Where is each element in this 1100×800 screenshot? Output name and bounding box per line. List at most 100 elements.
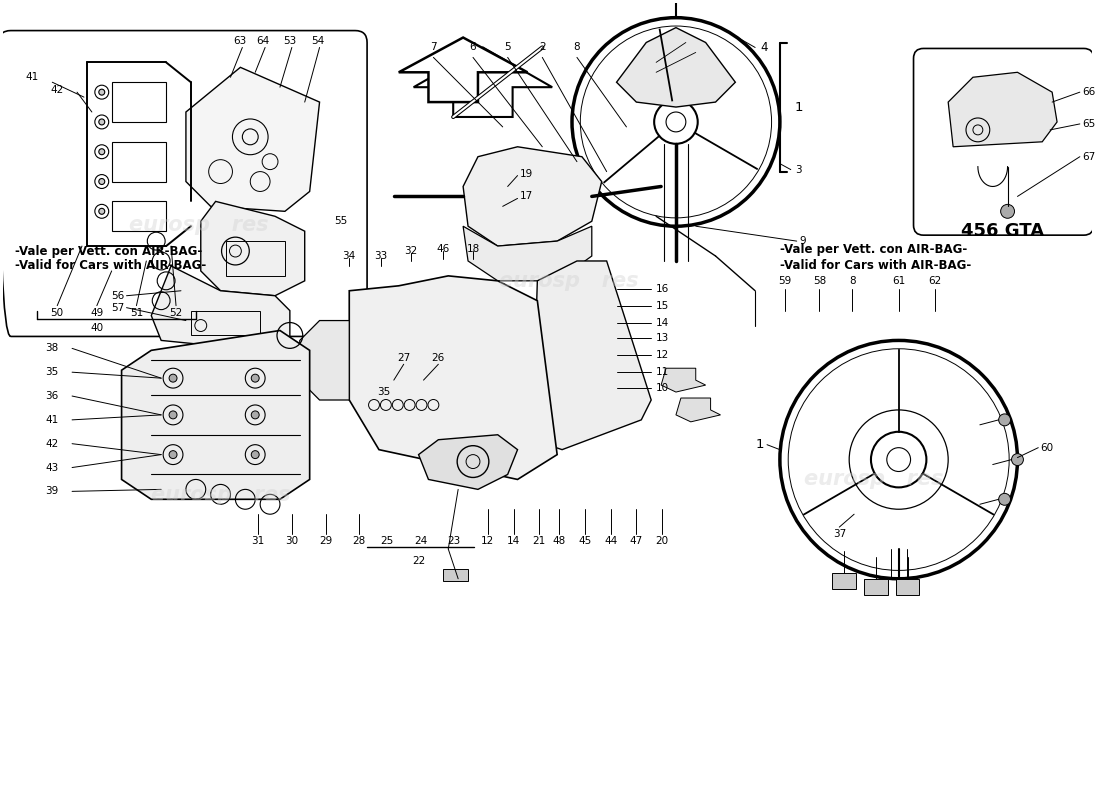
Polygon shape [152,266,290,350]
Text: 27: 27 [397,354,410,363]
Polygon shape [414,47,552,117]
Text: 60: 60 [1041,442,1054,453]
Text: 4: 4 [760,41,768,54]
Circle shape [1012,454,1023,466]
Polygon shape [201,202,305,296]
Circle shape [251,411,260,419]
Polygon shape [463,226,592,281]
Circle shape [99,178,104,185]
Bar [226,241,285,276]
Bar [833,573,856,589]
Text: 54: 54 [311,35,324,46]
Circle shape [99,208,104,214]
Polygon shape [419,434,518,490]
Text: 17: 17 [519,191,532,202]
Text: 3: 3 [794,165,802,174]
Text: 9: 9 [800,236,806,246]
Text: 16: 16 [656,284,670,294]
Text: 42: 42 [46,438,59,449]
Text: 20: 20 [656,536,669,546]
Text: 13: 13 [656,334,670,343]
Text: 55: 55 [334,216,348,226]
Polygon shape [661,368,705,392]
Text: 30: 30 [285,536,298,546]
Text: 44: 44 [604,536,617,546]
Text: 67: 67 [1081,152,1096,162]
Polygon shape [948,72,1057,146]
Polygon shape [350,276,557,479]
Text: 1: 1 [794,101,803,114]
Text: 41: 41 [26,72,40,82]
Polygon shape [300,321,350,400]
Bar [895,578,920,594]
Polygon shape [675,398,720,422]
Polygon shape [186,67,320,211]
Text: -Vale per Vett. con AIR-BAG-: -Vale per Vett. con AIR-BAG- [14,245,202,258]
Text: eurosp   res: eurosp res [499,271,639,291]
Bar [112,142,166,182]
Text: 50: 50 [51,308,64,318]
Text: 19: 19 [519,169,532,178]
Text: 14: 14 [507,536,520,546]
Bar [443,569,469,581]
Circle shape [169,450,177,458]
Bar [864,578,888,594]
Text: 43: 43 [46,462,59,473]
Text: 32: 32 [404,246,417,256]
Text: -Valid for Cars with AIR-BAG-: -Valid for Cars with AIR-BAG- [14,259,206,273]
Text: eurosp   res: eurosp res [129,215,268,235]
Text: 18: 18 [466,244,480,254]
Text: 29: 29 [319,536,332,546]
Circle shape [1001,204,1014,218]
Text: eurosp   res: eurosp res [151,486,290,506]
Text: -Vale per Vett. con AIR-BAG-: -Vale per Vett. con AIR-BAG- [780,242,967,255]
Text: 45: 45 [579,536,592,546]
Text: 10: 10 [656,383,669,393]
Circle shape [169,411,177,419]
Text: 66: 66 [1081,87,1096,97]
Text: 61: 61 [892,276,905,286]
Text: 59: 59 [778,276,792,286]
Text: 47: 47 [629,536,644,546]
Text: 64: 64 [256,35,270,46]
Text: 56: 56 [112,290,125,301]
Circle shape [169,374,177,382]
Text: 8: 8 [849,276,856,286]
Text: 49: 49 [90,308,103,318]
Text: 35: 35 [377,387,390,397]
Text: 48: 48 [552,536,565,546]
Polygon shape [463,146,602,246]
Circle shape [999,494,1011,506]
Text: 42: 42 [51,85,64,95]
Text: 36: 36 [46,391,59,401]
Text: 8: 8 [573,42,581,53]
Text: 5: 5 [504,42,512,53]
Text: 51: 51 [130,308,143,318]
Text: 65: 65 [1081,119,1096,129]
Text: 21: 21 [532,536,546,546]
Circle shape [99,149,104,154]
Text: 11: 11 [656,367,670,377]
Text: 52: 52 [169,308,183,318]
Text: 34: 34 [342,251,356,261]
Circle shape [999,414,1011,426]
Text: 6: 6 [470,42,476,53]
Bar [112,202,166,231]
Text: 14: 14 [656,318,670,327]
Polygon shape [616,28,735,107]
Text: 53: 53 [283,35,297,46]
Text: 40: 40 [90,323,103,334]
Text: 7: 7 [430,42,437,53]
Text: 22: 22 [411,556,426,566]
Polygon shape [532,261,651,450]
Text: 35: 35 [46,367,59,377]
Text: 12: 12 [481,536,495,546]
Circle shape [251,374,260,382]
Text: 23: 23 [448,536,461,546]
Text: eurosp   res: eurosp res [804,470,944,490]
Polygon shape [399,38,528,102]
Text: 1: 1 [755,438,763,451]
Text: 39: 39 [46,486,59,496]
Bar [191,310,261,335]
Text: 63: 63 [233,35,248,46]
